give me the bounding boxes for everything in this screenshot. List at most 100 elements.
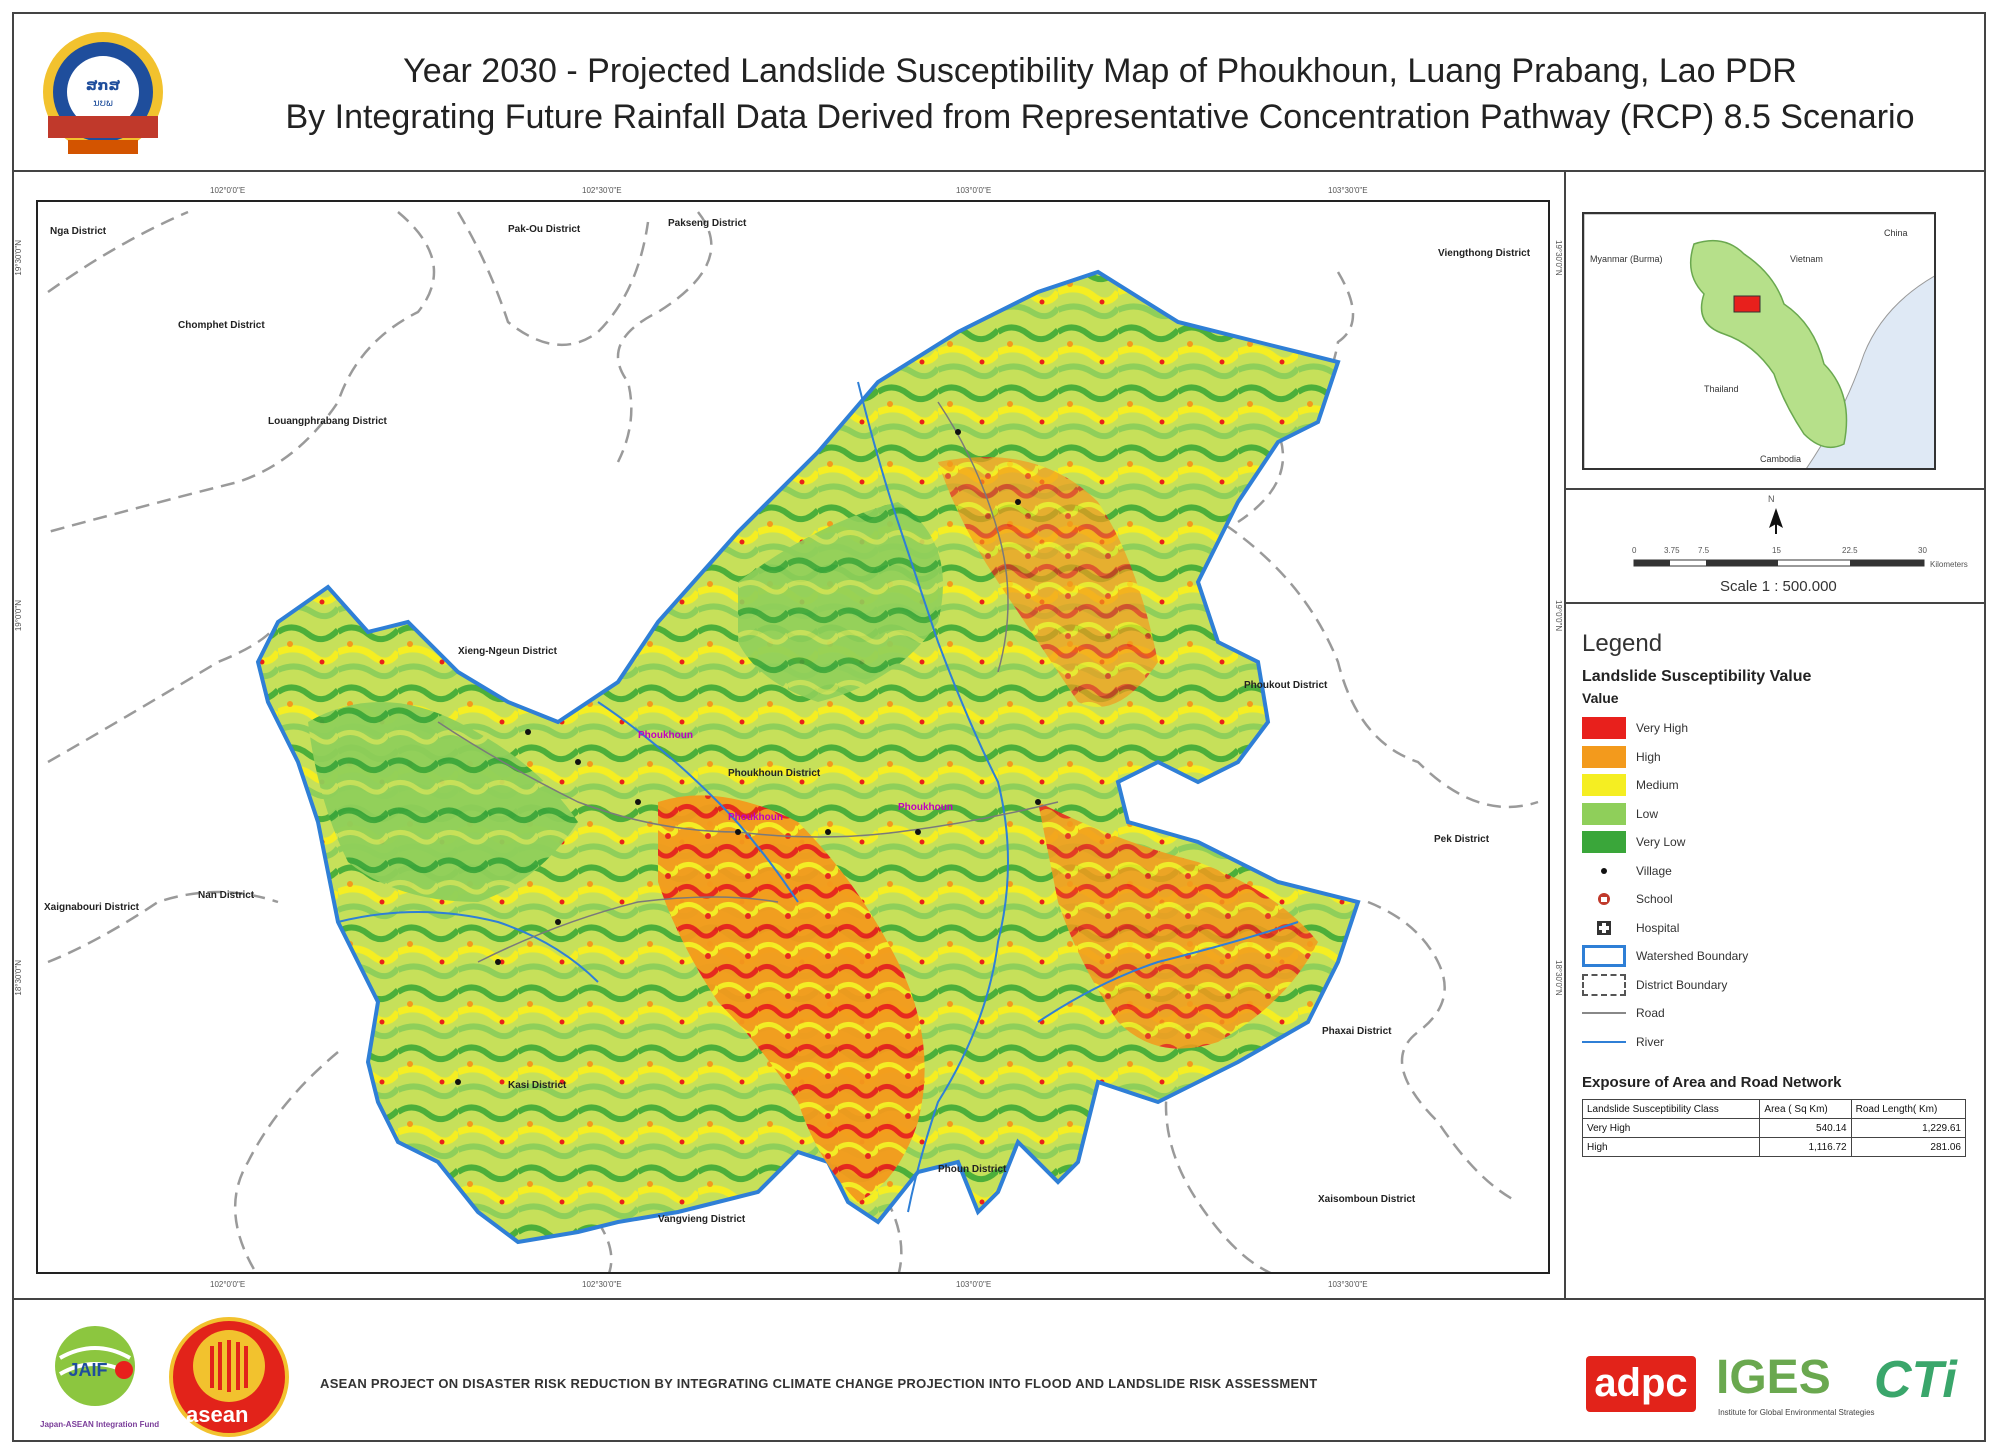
legend-item-hospital: Hospital bbox=[1582, 914, 1978, 943]
district-label-phaxai: Phaxai District bbox=[1322, 1026, 1392, 1037]
svg-text:ສກສ: ສກສ bbox=[86, 78, 121, 94]
divider bbox=[1566, 602, 1986, 604]
village-label-highlight: Phoukhoun bbox=[898, 802, 953, 813]
tick-label-top: 102°30'0"E bbox=[582, 186, 622, 195]
scale-box: N 0 3.75 7.5 15 22.5 30 Kilometers bbox=[1566, 490, 1986, 602]
tick-label-left: 18°30'0"N bbox=[14, 960, 23, 996]
tick-label-bottom: 103°30'0"E bbox=[1328, 1280, 1368, 1289]
table-cell: 281.06 bbox=[1850, 1137, 1967, 1157]
inset-label-myanmar: Myanmar (Burma) bbox=[1590, 254, 1663, 264]
legend-label: Medium bbox=[1636, 778, 1679, 793]
district-label-phoukout: Phoukout District bbox=[1244, 680, 1328, 691]
legend-item-medium: Medium bbox=[1582, 771, 1978, 800]
map-frame bbox=[12, 12, 1986, 1442]
inset-label-thailand: Thailand bbox=[1704, 384, 1739, 394]
exposure-title: Exposure of Area and Road Network bbox=[1582, 1074, 1842, 1091]
scale-caption: Scale 1 : 500.000 bbox=[1720, 578, 1837, 595]
legend-item-high: High bbox=[1582, 743, 1978, 772]
legend-subtitle: Landslide Susceptibility Value bbox=[1582, 668, 1812, 685]
footer bbox=[14, 1298, 1986, 1442]
table-cell: 1,229.61 bbox=[1850, 1118, 1967, 1138]
table-cell: 540.14 bbox=[1759, 1118, 1852, 1138]
laos-shape bbox=[1689, 239, 1848, 449]
district-label-vangvieng: Vangvieng District bbox=[658, 1214, 746, 1225]
tick-label-bottom: 103°0'0"E bbox=[956, 1280, 992, 1289]
legend-label: Very High bbox=[1636, 721, 1689, 736]
district-label-xaignabouri: Xaignabouri District bbox=[44, 902, 140, 913]
ministry-logo: ສກສ ນບພ bbox=[43, 32, 163, 154]
village-label-highlight: Phoukhoun bbox=[728, 812, 783, 823]
legend-item-village: Village bbox=[1582, 857, 1978, 886]
legend-item-low: Low bbox=[1582, 800, 1978, 829]
scale-tick: 0 bbox=[1632, 546, 1637, 555]
legend-item-road: Road bbox=[1582, 999, 1978, 1028]
legend-label: Road bbox=[1636, 1006, 1665, 1021]
cti-logo: CTi bbox=[1874, 1351, 1957, 1409]
legend-label: Very Low bbox=[1636, 835, 1686, 850]
svg-text:ນບພ: ນບພ bbox=[93, 98, 113, 109]
scale-tick: 22.5 bbox=[1842, 546, 1858, 555]
legend-item-river: River bbox=[1582, 1028, 1978, 1057]
inset-label-vietnam: Vietnam bbox=[1790, 254, 1823, 264]
tick-label-top: 103°30'0"E bbox=[1328, 186, 1368, 195]
low-zone-north bbox=[738, 502, 943, 702]
table-row: Very High 540.14 1,229.61 bbox=[1581, 1118, 1967, 1138]
district-label-kasi: Kasi District bbox=[508, 1080, 567, 1091]
watershed-boundary-icon bbox=[1582, 945, 1626, 968]
scale-tick: 15 bbox=[1772, 546, 1781, 555]
scale-unit: Kilometers bbox=[1930, 560, 1968, 569]
swatch-very-high bbox=[1582, 717, 1626, 740]
title-line-2: By Integrating Future Rainfall Data Deri… bbox=[285, 98, 1915, 136]
divider bbox=[1566, 488, 1986, 490]
adpc-logo: adpc bbox=[1586, 1356, 1696, 1412]
tick-label-bottom: 102°0'0"E bbox=[210, 1280, 246, 1289]
hospital-icon bbox=[1582, 917, 1626, 939]
village-markers bbox=[455, 429, 1041, 1085]
legend-label: River bbox=[1636, 1034, 1665, 1049]
river-line-icon bbox=[1582, 1031, 1626, 1053]
susceptibility-map[interactable] bbox=[38, 202, 1550, 1274]
map-canvas[interactable]: Nga District Pak-Ou District Pakseng Dis… bbox=[36, 200, 1550, 1274]
table-header: Road Length( Km) bbox=[1850, 1099, 1967, 1119]
exposure-table: Landslide Susceptibility Class Area ( Sq… bbox=[1581, 1099, 1967, 1157]
district-label-viengthong: Viengthong District bbox=[1438, 248, 1531, 259]
district-label-xaisomboun: Xaisomboun District bbox=[1318, 1194, 1416, 1205]
legend-label: District Boundary bbox=[1636, 977, 1728, 992]
legend-item-district: District Boundary bbox=[1582, 971, 1978, 1000]
locator-inset-map[interactable]: Myanmar (Burma) Vietnam China Thailand C… bbox=[1582, 212, 1936, 470]
swatch-medium bbox=[1582, 774, 1626, 797]
legend-label: Village bbox=[1636, 863, 1672, 878]
inset-label-china: China bbox=[1884, 228, 1908, 238]
legend-item-very-high: Very High bbox=[1582, 714, 1978, 743]
header bbox=[12, 12, 1986, 172]
district-label-pakseng: Pakseng District bbox=[668, 218, 747, 229]
low-zone-west bbox=[308, 702, 578, 902]
study-area-marker bbox=[1733, 295, 1761, 313]
district-label-nan: Nan District bbox=[198, 890, 255, 901]
table-header: Area ( Sq Km) bbox=[1759, 1099, 1852, 1119]
high-zone-ridge bbox=[938, 457, 1158, 707]
title-line-1: Year 2030 - Projected Landslide Suscepti… bbox=[403, 52, 1797, 90]
village-dot-icon bbox=[1582, 860, 1626, 882]
inset-label-cambodia: Cambodia bbox=[1760, 454, 1802, 464]
table-cell: Very High bbox=[1581, 1118, 1761, 1138]
tick-label-top: 102°0'0"E bbox=[210, 186, 246, 195]
tick-label-bottom: 102°30'0"E bbox=[582, 1280, 622, 1289]
legend-item-school: School bbox=[1582, 885, 1978, 914]
map-panel bbox=[14, 172, 1566, 1298]
legend-label: Hospital bbox=[1636, 920, 1680, 935]
iges-logo: IGES bbox=[1716, 1351, 1831, 1404]
district-label-chomphet: Chomphet District bbox=[178, 320, 265, 331]
swatch-low bbox=[1582, 802, 1626, 825]
road-line-icon bbox=[1582, 1002, 1626, 1024]
swatch-high bbox=[1582, 745, 1626, 768]
asean-text: asean bbox=[186, 1402, 249, 1427]
tick-label-right: 19°0'0"N bbox=[1554, 600, 1563, 632]
district-label-pek: Pek District bbox=[1434, 834, 1490, 845]
iges-subtitle: Institute for Global Environmental Strat… bbox=[1718, 1408, 1875, 1417]
inset-svg bbox=[1584, 214, 1934, 468]
legend-label: High bbox=[1636, 749, 1661, 764]
legend-label: Low bbox=[1636, 806, 1659, 821]
jaif-caption: Japan-ASEAN Integration Fund bbox=[40, 1420, 160, 1429]
district-label-louangphrabang: Louangphrabang District bbox=[268, 416, 387, 427]
